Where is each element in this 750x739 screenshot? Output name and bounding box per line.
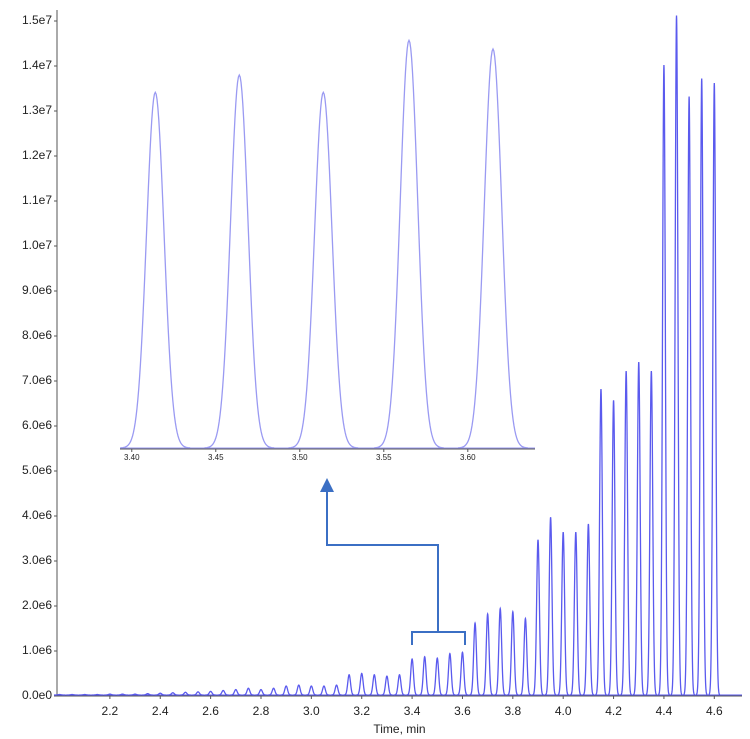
peak (293, 684, 305, 696)
peak (544, 517, 557, 696)
x-tick-label: 3.2 (353, 704, 370, 718)
y-tick-label: 2.0e6 (22, 598, 52, 612)
peak (557, 531, 569, 696)
peak (406, 657, 418, 696)
peak (318, 685, 330, 696)
peak (519, 616, 532, 696)
peak (192, 691, 204, 696)
peak (288, 90, 359, 449)
y-tick-label: 1.0e6 (22, 643, 52, 657)
x-tick-label: 2.4 (152, 704, 169, 718)
peak (331, 684, 343, 696)
x-tick-label: 2.8 (253, 704, 270, 718)
peak (305, 685, 317, 696)
peak (658, 64, 670, 696)
y-tick-label: 5.0e6 (22, 463, 52, 477)
peak (419, 655, 431, 696)
peak (607, 400, 620, 696)
peak (570, 531, 582, 696)
y-tick-label: 1.3e7 (22, 103, 52, 117)
peak (343, 673, 355, 696)
y-tick-label: 1.4e7 (22, 58, 52, 72)
peak (242, 687, 254, 696)
y-tick-label: 9.0e6 (22, 283, 52, 297)
x-tick-label: 3.0 (303, 704, 320, 718)
x-tick-label: 3.55 (376, 453, 392, 462)
peak (670, 15, 683, 696)
peak (368, 673, 380, 696)
peak (494, 606, 506, 696)
peak (444, 652, 456, 696)
peak (230, 688, 242, 696)
peak (179, 691, 191, 696)
peak (373, 38, 444, 449)
peak (204, 73, 275, 449)
peak (582, 523, 595, 696)
peak (595, 388, 607, 696)
peak (255, 688, 267, 696)
peak (116, 693, 129, 696)
peak (632, 361, 645, 696)
peak (154, 692, 166, 696)
y-tick-label: 8.0e6 (22, 328, 52, 342)
peak (431, 657, 443, 696)
peak (120, 90, 191, 449)
x-tick-label: 3.4 (404, 704, 421, 718)
peak (683, 96, 696, 696)
x-tick-label: 3.40 (124, 453, 140, 462)
x-tick-label: 3.60 (460, 453, 476, 462)
peak (620, 370, 632, 696)
peak (381, 675, 393, 696)
x-tick-label: 4.2 (605, 704, 622, 718)
peak (104, 693, 116, 696)
x-tick-label: 3.45 (208, 453, 224, 462)
peak (268, 687, 280, 696)
peak (217, 689, 229, 696)
x-tick-label: 3.6 (454, 704, 471, 718)
peak (532, 539, 544, 696)
peak (708, 82, 721, 696)
peak (142, 692, 154, 696)
x-tick-label: 4.0 (555, 704, 572, 718)
peak (456, 651, 469, 696)
x-tick-label: 3.50 (292, 453, 308, 462)
peak (129, 693, 141, 696)
peak (205, 690, 217, 696)
peak (482, 612, 494, 696)
x-tick-label: 3.8 (504, 704, 521, 718)
peak (167, 692, 179, 696)
y-tick-label: 1.5e7 (22, 13, 52, 27)
y-tick-label: 1.0e7 (22, 238, 52, 252)
y-tick-label: 0.0e0 (22, 688, 52, 702)
peak (393, 673, 406, 696)
y-tick-label: 1.2e7 (22, 148, 52, 162)
annotation-arrow (320, 478, 466, 645)
x-tick-label: 2.2 (102, 704, 119, 718)
x-tick-label: 4.4 (656, 704, 673, 718)
peak (469, 621, 481, 696)
peak (280, 685, 292, 696)
peak (356, 672, 368, 696)
peak (645, 370, 658, 696)
x-tick-label: 4.6 (706, 704, 723, 718)
peak (507, 609, 519, 696)
y-tick-label: 3.0e6 (22, 553, 52, 567)
y-tick-label: 7.0e6 (22, 373, 52, 387)
y-tick-label: 4.0e6 (22, 508, 52, 522)
y-tick-label: 6.0e6 (22, 418, 52, 432)
x-axis-label: Time, min (373, 722, 425, 736)
y-tick-label: 1.1e7 (22, 193, 52, 207)
peak (695, 78, 708, 696)
peak (457, 47, 528, 449)
x-tick-label: 2.6 (202, 704, 219, 718)
